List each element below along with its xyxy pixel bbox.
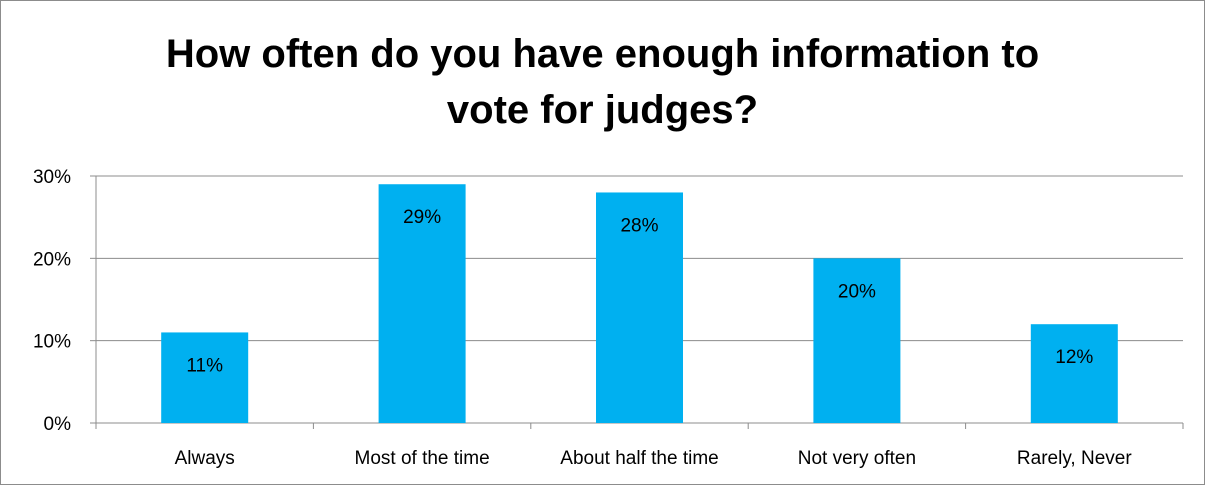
bar-1	[378, 184, 466, 423]
x-tick-label-1: Most of the time	[355, 448, 490, 469]
x-tick-label-3: Not very often	[798, 448, 916, 469]
bar-2	[596, 192, 683, 423]
data-label-4: 12%	[1055, 347, 1093, 368]
y-tick-label-30: 30%	[33, 167, 71, 188]
bar-4	[1030, 324, 1118, 423]
x-tick-label-2: About half the time	[560, 448, 718, 469]
y-tick-label-10: 10%	[33, 332, 71, 353]
data-label-3: 20%	[838, 281, 876, 302]
x-tick-label-4: Rarely, Never	[1017, 448, 1132, 469]
x-tick-label-0: Always	[175, 448, 235, 469]
chart-title: How often do you have enough information…	[0, 26, 1205, 138]
chart-title-line-1: How often do you have enough information…	[165, 32, 1040, 76]
data-label-1: 29%	[403, 207, 441, 228]
bar-3	[813, 258, 901, 423]
y-tick-label-0: 0%	[44, 414, 72, 435]
bar-0	[161, 332, 249, 423]
data-label-2: 28%	[620, 215, 658, 236]
chart-title-line-2: vote for judges?	[446, 88, 759, 132]
y-tick-label-20: 20%	[33, 249, 71, 270]
data-label-0: 11%	[186, 355, 223, 376]
